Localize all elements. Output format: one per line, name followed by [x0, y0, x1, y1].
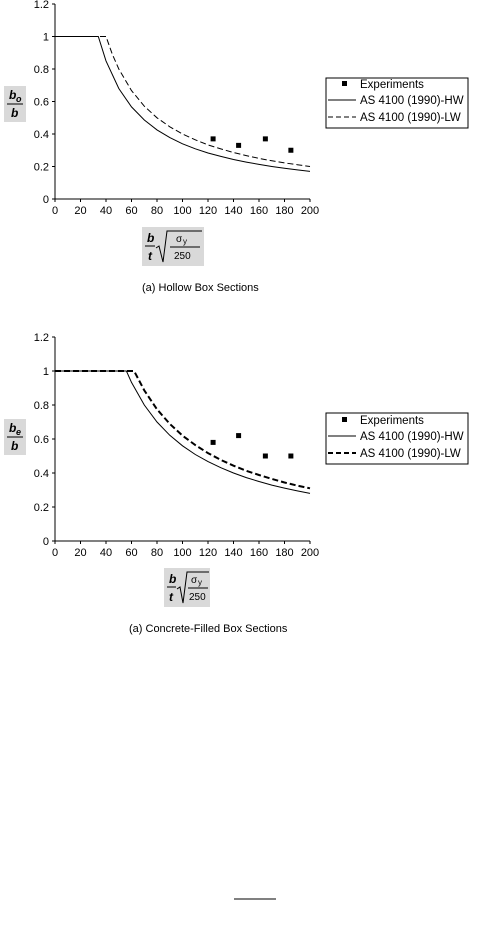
legend: Experiments AS 4100 (1990)-HW AS 4100 (1…	[325, 77, 469, 129]
y-tick-label: 0.6	[34, 434, 49, 446]
chart-concrete-filled-box: 0 0.2 0.4 0.6 0.8 1 1.2 0 20 40 60 80 100 120 140 160 18…	[4, 332, 469, 635]
series-line-hw	[55, 370, 311, 494]
y-label-denominator: b	[11, 106, 18, 120]
x-tick-label: 0	[52, 547, 58, 559]
series-line-lw	[55, 36, 311, 167]
y-tick-label: 1	[43, 366, 49, 378]
y-label-main: b	[9, 88, 16, 102]
x-tick-label: 120	[199, 205, 217, 217]
x-label-radical-denominator: 250	[189, 592, 206, 603]
x-label-sigma-sub: y	[183, 237, 187, 246]
x-tick-label: 160	[250, 547, 268, 559]
legend-label-experiments: Experiments	[360, 415, 424, 427]
y-label-sub: o	[16, 94, 22, 104]
x-tick-label: 140	[224, 205, 242, 217]
y-tick-label: 1	[43, 32, 49, 44]
y-tick-label: 0.2	[34, 502, 49, 514]
chart-caption: (a) Hollow Box Sections	[142, 282, 259, 294]
series-line-hw	[55, 36, 311, 172]
x-tick-label: 140	[224, 547, 242, 559]
data-point-experiments	[210, 439, 216, 445]
x-tick-label: 180	[275, 205, 293, 217]
legend-label-lw: AS 4100 (1990)-LW	[360, 112, 461, 124]
y-tick-label: 0.6	[34, 97, 49, 109]
x-label-denominator: t	[148, 249, 153, 263]
x-tick-label: 200	[301, 205, 319, 217]
x-label-denominator: t	[169, 590, 174, 604]
x-tick-label: 60	[125, 205, 137, 217]
x-label-numerator: b	[169, 572, 176, 586]
y-tick-label: 0.2	[34, 162, 49, 174]
data-point-experiments	[288, 147, 294, 153]
chart-caption: (a) Concrete-Filled Box Sections	[129, 623, 288, 635]
legend-marker-experiments	[342, 81, 347, 86]
chart-hollow-box: 0 0.2 0.4 0.6 0.8 1 1.2 0 20 40 60 80 100 120 140 160 18…	[4, 0, 469, 294]
y-label-denominator: b	[11, 439, 18, 453]
x-tick-label: 20	[74, 205, 86, 217]
data-point-experiments	[262, 453, 268, 459]
x-tick-label: 120	[199, 547, 217, 559]
y-tick-label: 0.8	[34, 64, 49, 76]
x-tick-label: 160	[250, 205, 268, 217]
data-point-experiments	[236, 433, 242, 439]
y-tick-label: 1.2	[34, 332, 49, 344]
x-tick-label: 40	[100, 547, 112, 559]
y-tick-label: 0.4	[34, 129, 49, 141]
legend-marker-experiments	[342, 417, 347, 422]
legend: Experiments AS 4100 (1990)-HW AS 4100 (1…	[325, 412, 469, 465]
data-point-experiments	[210, 136, 216, 142]
x-tick-label: 80	[151, 205, 163, 217]
series-line-lw	[55, 370, 311, 490]
y-label-sub: e	[16, 427, 21, 437]
x-label-radical-denominator: 250	[174, 251, 191, 262]
x-tick-label: 200	[301, 547, 319, 559]
x-tick-label: 180	[275, 547, 293, 559]
legend-label-experiments: Experiments	[360, 79, 424, 91]
x-tick-label: 80	[151, 547, 163, 559]
x-tick-label: 0	[52, 205, 58, 217]
plot-area: 0 0.2 0.4 0.6 0.8 1 1.2 0 20 40 60 80 100 120 140 160 18…	[34, 0, 319, 217]
x-tick-label: 100	[173, 547, 191, 559]
legend-box	[325, 77, 469, 129]
y-label-main: b	[9, 421, 16, 435]
legend-label-hw: AS 4100 (1990)-HW	[360, 431, 464, 443]
x-label-sigma: σ	[191, 575, 198, 586]
x-tick-label: 100	[173, 205, 191, 217]
x-tick-label: 60	[125, 547, 137, 559]
x-label-sigma: σ	[176, 234, 183, 245]
radical-sign	[176, 571, 209, 604]
x-label-sigma-sub: y	[198, 578, 202, 587]
legend-label-lw: AS 4100 (1990)-LW	[360, 448, 461, 460]
data-point-experiments	[236, 142, 242, 148]
y-axis-label: b o b	[4, 86, 26, 122]
y-tick-label: 0.4	[34, 468, 49, 480]
y-tick-label: 1.2	[34, 0, 49, 11]
radical-sign	[155, 230, 202, 263]
x-tick-label: 40	[100, 205, 112, 217]
data-point-experiments	[288, 453, 294, 459]
legend-box	[325, 412, 469, 465]
x-axis-label: b t σ y 250	[142, 227, 204, 266]
y-tick-label: 0	[43, 536, 49, 548]
plot-area: 0 0.2 0.4 0.6 0.8 1 1.2 0 20 40 60 80 100 120 140 160 18…	[34, 332, 319, 559]
y-tick-label: 0.8	[34, 400, 49, 412]
data-point-experiments	[262, 136, 268, 142]
legend-label-hw: AS 4100 (1990)-HW	[360, 95, 464, 107]
x-label-numerator: b	[147, 231, 154, 245]
y-tick-label: 0	[43, 194, 49, 206]
x-axis-label: b t σ y 250	[164, 568, 210, 607]
y-axis-label: b e b	[4, 419, 26, 455]
x-tick-label: 20	[74, 547, 86, 559]
